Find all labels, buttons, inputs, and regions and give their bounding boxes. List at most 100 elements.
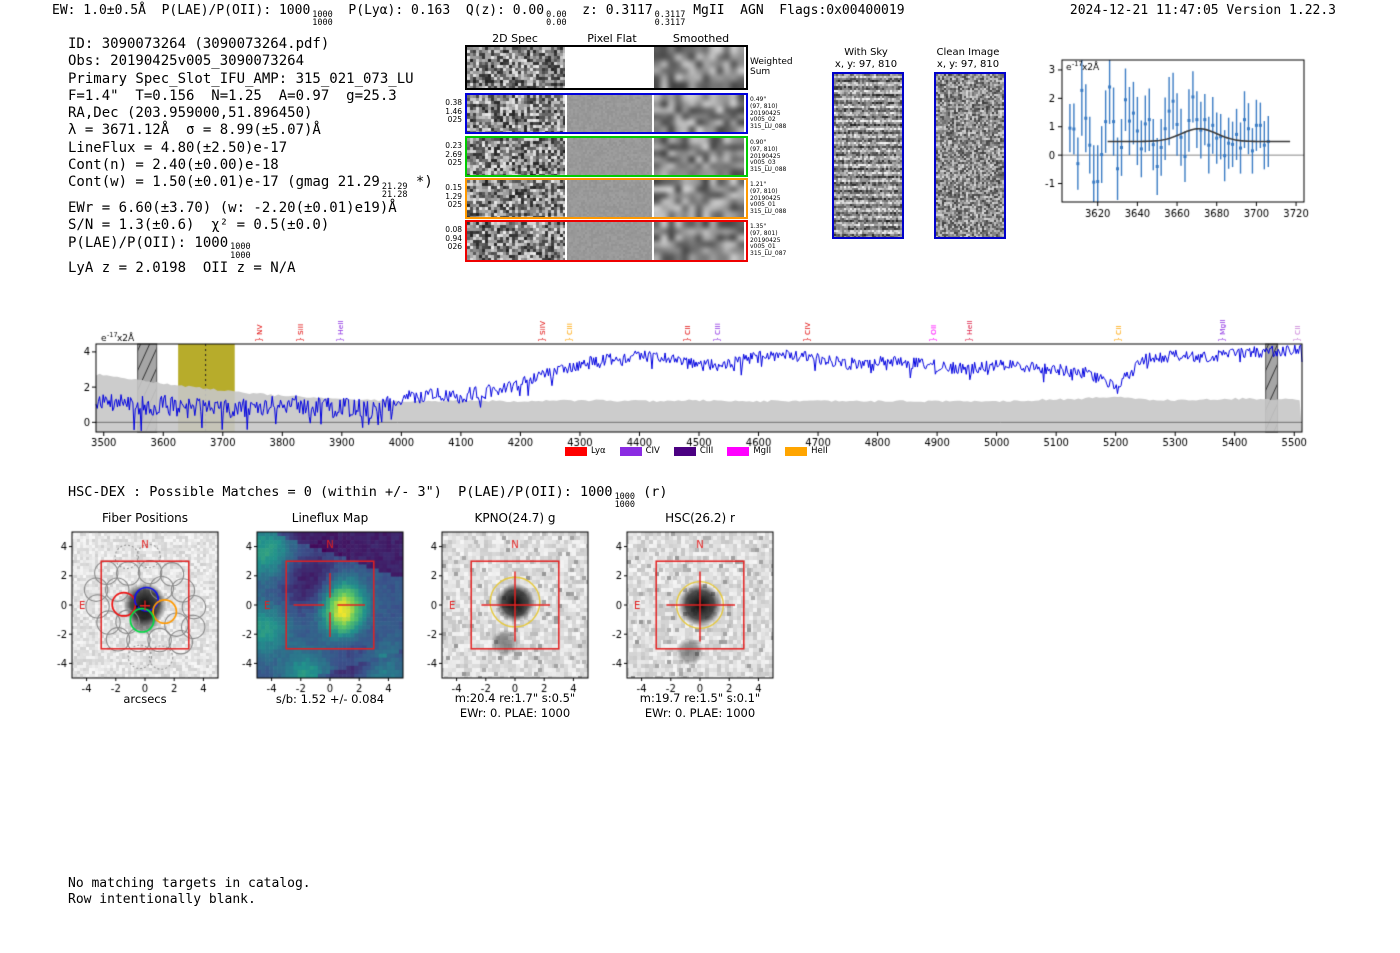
stacked-fraction: 1000 1000 bbox=[230, 242, 251, 261]
stacked-fraction: 0.00 0.00 bbox=[546, 9, 567, 29]
legend-label: CIII bbox=[699, 446, 714, 456]
info-line: F=1.4" T=0.156 N=1.25 A=0.97 g=25.3 bbox=[68, 88, 433, 105]
legend-swatch bbox=[673, 446, 696, 456]
info-line: EWr = 6.60(±3.70) (w: -2.20(±0.01)e19)Å bbox=[68, 200, 433, 217]
info-line: Primary Spec_Slot_IFU_AMP: 315_021_073_L… bbox=[68, 71, 433, 88]
info-line: P(LAE)/P(OII): 1000 1000 1000 bbox=[68, 235, 433, 261]
detection-info-block: ID: 3090073264 (3090073264.pdf) Obs: 2019… bbox=[68, 36, 433, 277]
info-line: Cont(w) = 1.50(±0.01)e-17 (gmag 21.29 21.… bbox=[68, 174, 433, 200]
spec2d-row-right-label: 1.21" (97, 810) 20190425 v005_01 315_LU_… bbox=[750, 181, 787, 216]
spec2d-row bbox=[465, 45, 748, 90]
spec2d-2d-image bbox=[467, 180, 565, 217]
legend-label: CIV bbox=[645, 446, 660, 456]
legend-swatch bbox=[727, 446, 750, 456]
text-segment: LineFlux = 4.80(±2.50)e-17 bbox=[68, 139, 288, 156]
spec2d-smoothed-image bbox=[654, 222, 744, 260]
text-segment: *) bbox=[407, 174, 433, 191]
spec2d-row bbox=[465, 93, 748, 134]
cutout-xlabel-lineflux: s/b: 1.52 +/- 0.084 bbox=[275, 692, 385, 706]
info-line: LyA z = 2.0198 OII z = N/A bbox=[68, 260, 433, 277]
spec2d-row bbox=[465, 178, 748, 219]
cutout-xlabel-fiber: arcsecs bbox=[123, 692, 167, 706]
clean-image bbox=[934, 72, 1006, 239]
cutout-xlabel-kpno: m:20.4 re:1.7" s:0.5" bbox=[454, 691, 576, 705]
spectrum-legend: Lyα CIV CIII MgII HeII bbox=[565, 446, 828, 456]
spec2d-smoothed-image bbox=[654, 138, 744, 175]
stacked-fraction: 0.3117 0.3117 bbox=[654, 9, 686, 29]
spec2d-row-right-label: Weighted Sum bbox=[750, 57, 793, 77]
text-segment: P(LAE)/P(OII): 1000 bbox=[68, 234, 229, 251]
text-segment: EWr = 6.60(±3.70) (w: -2.20(±0.01)e19)Å bbox=[68, 199, 397, 216]
spec2d-2d-image bbox=[467, 47, 565, 88]
fiber-positions-cutout bbox=[38, 524, 228, 696]
text-segment: z: 0.3117 bbox=[566, 3, 653, 18]
stacked-fraction: 21.29 21.28 bbox=[381, 181, 408, 201]
text-segment: LyA z = 2.0198 OII z = N/A bbox=[68, 260, 296, 277]
spec2d-2d-image bbox=[467, 138, 565, 175]
info-line: LineFlux = 4.80(±2.50)e-17 bbox=[68, 140, 433, 157]
spec2d-row-right-label: 0.49" (97, 810) 20190425 v005_02 315_LU_… bbox=[750, 96, 787, 131]
cutout-title-lineflux-map: Lineflux Map bbox=[291, 511, 369, 525]
spec2d-pixel-flat-image bbox=[567, 180, 652, 217]
spec2d-pixel-flat-image bbox=[567, 222, 652, 260]
spec2d-row-right-label: 0.90" (97, 810) 20190425 v005_03 315_LU_… bbox=[750, 139, 787, 174]
spec2d-pixel-flat-image bbox=[567, 95, 652, 132]
cutout-title-kpno: KPNO(24.7) g bbox=[474, 511, 556, 525]
cutout-sublabel-hsc: EWr: 0. PLAE: 1000 bbox=[644, 706, 756, 720]
text-segment: EW: 1.0±0.5Å P(LAE)/P(OII): 1000 bbox=[52, 3, 311, 18]
spec2d-row-left-label: 0.38 1.46 025 bbox=[445, 98, 462, 124]
legend-item: HeII bbox=[785, 446, 828, 456]
spec2d-row-left-label: 0.08 0.94 026 bbox=[445, 225, 462, 251]
info-line: ID: 3090073264 (3090073264.pdf) bbox=[68, 36, 433, 53]
legend-item: CIV bbox=[619, 446, 660, 456]
text-segment: λ = 3671.12Å σ = 8.99(±5.07)Å bbox=[68, 122, 321, 139]
spec2d-row-left-label: 0.15 1.29 025 bbox=[445, 183, 462, 209]
text-segment: HSC-DEX : Possible Matches = 0 (within +… bbox=[68, 484, 613, 500]
spec2d-col-title: Smoothed bbox=[672, 32, 730, 45]
clean-image-title: Clean Image x, y: 97, 810 bbox=[936, 47, 1000, 70]
stacked-fraction: 1000 1000 bbox=[312, 9, 333, 29]
spec2d-col-title: 2D Spec bbox=[492, 32, 538, 45]
kpno-g-cutout bbox=[408, 524, 598, 696]
stacked-fraction: 1000 1000 bbox=[614, 491, 636, 511]
spec2d-smoothed-image bbox=[654, 95, 744, 132]
cutout-title-hsc: HSC(26.2) r bbox=[665, 511, 735, 525]
hscdex-matches-line: HSC-DEX : Possible Matches = 0 (within +… bbox=[68, 484, 668, 510]
spec2d-row bbox=[465, 136, 748, 177]
catalog-note: No matching targets in catalog. Row inte… bbox=[68, 876, 311, 907]
cutout-xlabel-hsc: m:19.7 re:1.5" s:0.1" bbox=[639, 691, 761, 705]
spec2d-row-left-label: 0.23 2.69 025 bbox=[445, 141, 462, 167]
spec2d-2d-image bbox=[467, 222, 565, 260]
with-sky-title: With Sky x, y: 97, 810 bbox=[834, 47, 898, 70]
text-segment: MgII AGN Flags:0x00400019 bbox=[685, 3, 905, 18]
text-segment: Obs: 20190425v005_3090073264 bbox=[68, 53, 305, 70]
info-line: Obs: 20190425v005_3090073264 bbox=[68, 53, 433, 70]
spec2d-pixel-flat-image bbox=[567, 138, 652, 175]
legend-label: Lyα bbox=[591, 446, 606, 456]
spec2d-row-right-label: 1.35" (97, 801) 20190425 v005_01 315_LU_… bbox=[750, 223, 787, 258]
legend-swatch bbox=[785, 446, 808, 456]
text-segment: (r) bbox=[635, 484, 668, 500]
spec2d-row bbox=[465, 220, 748, 262]
hsc-r-cutout bbox=[593, 524, 783, 696]
text-segment: S/N = 1.3(±0.6) χ² = 0.5(±0.0) bbox=[68, 217, 330, 234]
info-line: S/N = 1.3(±0.6) χ² = 0.5(±0.0) bbox=[68, 217, 433, 234]
legend-item: CIII bbox=[673, 446, 714, 456]
text-segment: P(Lyα): 0.163 Q(z): 0.00 bbox=[332, 3, 545, 18]
info-line: Cont(n) = 2.40(±0.00)e-18 bbox=[68, 157, 433, 174]
legend-label: MgII bbox=[753, 446, 772, 456]
cutout-title-fiber-positions: Fiber Positions bbox=[101, 511, 189, 525]
spec2d-smoothed-image bbox=[654, 180, 744, 217]
text-segment: Primary Spec_Slot_IFU_AMP: 315_021_073_L… bbox=[68, 70, 414, 87]
text-segment: Cont(n) = 2.40(±0.00)e-18 bbox=[68, 157, 279, 174]
spec2d-smoothed-image bbox=[654, 47, 744, 88]
header-timestamp-version: 2024-12-21 11:47:05 Version 1.22.3 bbox=[1069, 3, 1336, 18]
with-sky-image bbox=[832, 72, 904, 239]
emission-line-fit-plot bbox=[1028, 50, 1313, 230]
text-segment: Cont(w) = 1.50(±0.01)e-17 (gmag 21.29 bbox=[68, 174, 380, 191]
legend-swatch bbox=[619, 446, 642, 456]
full-spectrum-plot bbox=[58, 295, 1343, 447]
info-line: λ = 3671.12Å σ = 8.99(±5.07)Å bbox=[68, 122, 433, 139]
legend-item: Lyα bbox=[565, 446, 606, 456]
